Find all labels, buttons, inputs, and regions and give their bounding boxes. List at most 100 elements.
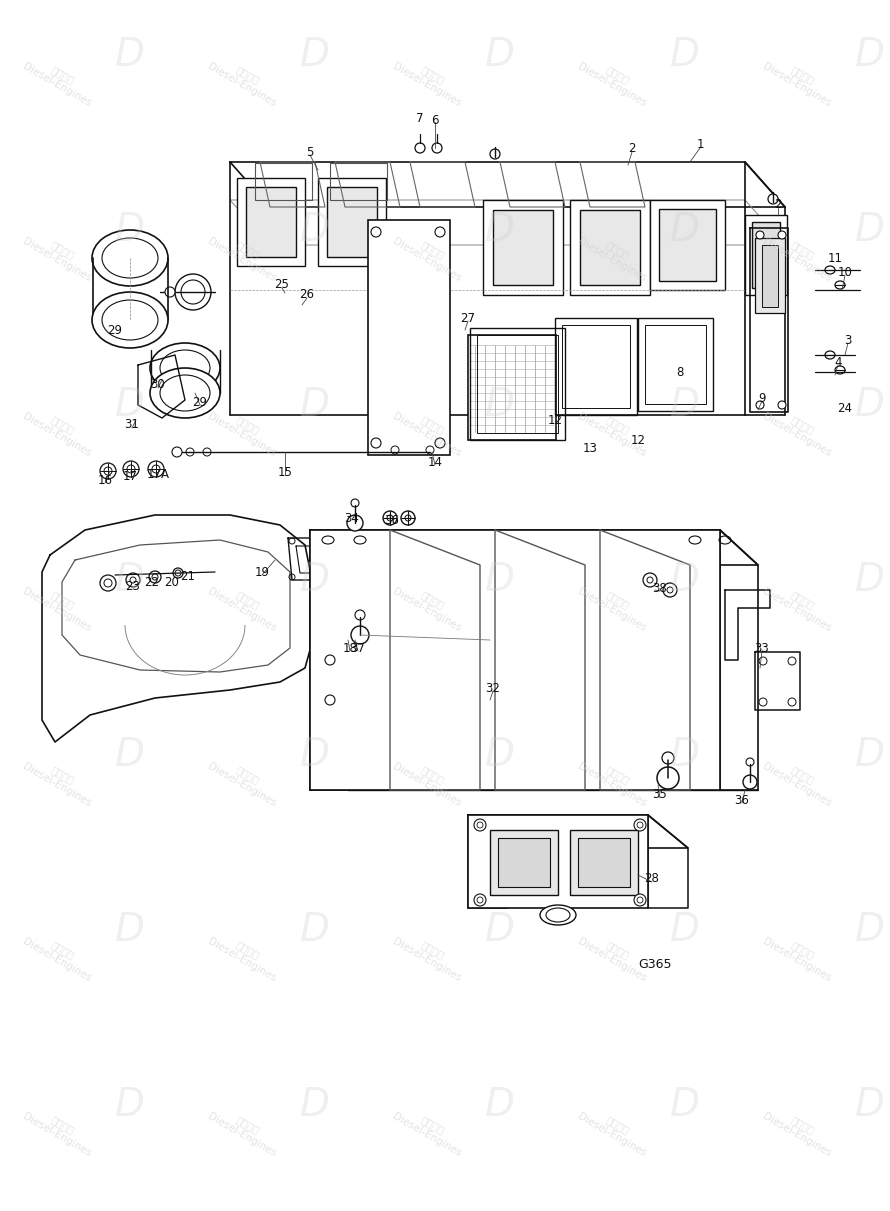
Text: D: D [115, 1086, 145, 1124]
Text: 16: 16 [98, 474, 112, 487]
Text: 34: 34 [344, 511, 360, 524]
Text: 29: 29 [192, 396, 207, 408]
Text: 紫发动力
Diesel-Engines: 紫发动力 Diesel-Engines [391, 226, 469, 283]
Text: 紫发动力
Diesel-Engines: 紫发动力 Diesel-Engines [761, 1101, 839, 1159]
Text: 5: 5 [306, 145, 313, 159]
Bar [555, 318, 637, 415]
Text: 紫发动力
Diesel-Engines: 紫发动力 Diesel-Engines [206, 401, 284, 459]
Text: 14: 14 [427, 455, 442, 469]
Ellipse shape [778, 401, 786, 409]
Ellipse shape [768, 194, 778, 203]
Text: 17: 17 [123, 470, 137, 482]
Bar [468, 335, 556, 440]
Bar [645, 325, 706, 404]
Text: 紫发动力
Diesel-Engines: 紫发动力 Diesel-Engines [761, 226, 839, 283]
Text: 27: 27 [460, 311, 475, 325]
Text: 26: 26 [300, 288, 314, 302]
Bar [752, 222, 780, 288]
Ellipse shape [825, 351, 835, 358]
Text: 2: 2 [774, 199, 781, 212]
Polygon shape [42, 515, 310, 742]
Text: 15: 15 [278, 465, 293, 478]
Bar [580, 210, 640, 285]
Text: 36: 36 [734, 793, 749, 807]
Text: 紫发动力
Diesel-Engines: 紫发动力 Diesel-Engines [21, 401, 99, 459]
Text: 6: 6 [432, 114, 439, 126]
Text: D: D [855, 211, 885, 249]
Ellipse shape [634, 819, 646, 831]
Ellipse shape [540, 905, 576, 925]
Text: 紫发动力
Diesel-Engines: 紫发动力 Diesel-Engines [21, 926, 99, 983]
Text: 紫发动力
Diesel-Engines: 紫发动力 Diesel-Engines [21, 226, 99, 283]
Text: 紫发动力
Diesel-Engines: 紫发动力 Diesel-Engines [391, 1101, 469, 1159]
Text: 9: 9 [758, 391, 765, 404]
Bar [310, 530, 720, 790]
Text: 10: 10 [837, 265, 853, 279]
Ellipse shape [657, 767, 679, 790]
Bar [318, 178, 386, 266]
Text: D: D [485, 561, 515, 599]
Bar [570, 200, 650, 295]
Polygon shape [750, 228, 788, 412]
Bar [745, 216, 787, 295]
Text: 20: 20 [165, 575, 180, 589]
Text: 24: 24 [837, 402, 853, 414]
Text: 紫发动力
Diesel-Engines: 紫发动力 Diesel-Engines [206, 51, 284, 109]
Bar [762, 245, 778, 308]
Text: D: D [855, 36, 885, 74]
Ellipse shape [150, 368, 220, 418]
Ellipse shape [663, 582, 677, 597]
Bar [578, 838, 630, 886]
Text: D: D [300, 386, 330, 424]
Ellipse shape [371, 438, 381, 448]
Text: D: D [485, 911, 515, 949]
Bar [483, 200, 563, 295]
Text: 紫发动力
Diesel-Engines: 紫发动力 Diesel-Engines [21, 751, 99, 809]
Text: D: D [670, 36, 700, 74]
Text: 8: 8 [676, 366, 684, 379]
Text: D: D [670, 1086, 700, 1124]
Bar [237, 178, 305, 266]
Text: D: D [485, 736, 515, 774]
Text: 紫发动力
Diesel-Engines: 紫发动力 Diesel-Engines [391, 401, 469, 459]
Text: 紫发动力
Diesel-Engines: 紫发动力 Diesel-Engines [761, 751, 839, 809]
Ellipse shape [743, 775, 757, 790]
Text: D: D [485, 1086, 515, 1124]
Text: D: D [485, 36, 515, 74]
Text: 3: 3 [845, 333, 852, 346]
Bar [493, 210, 553, 285]
Bar [246, 186, 296, 257]
Text: D: D [300, 911, 330, 949]
Ellipse shape [148, 461, 164, 477]
Text: 1: 1 [696, 138, 704, 151]
Polygon shape [468, 815, 688, 848]
Bar [498, 838, 550, 886]
Bar [650, 200, 725, 289]
Ellipse shape [175, 274, 211, 310]
Text: 紫发动力
Diesel-Engines: 紫发动力 Diesel-Engines [761, 51, 839, 109]
Text: 29: 29 [108, 323, 123, 337]
Text: 37: 37 [351, 642, 366, 654]
Text: 紫发动力
Diesel-Engines: 紫发动力 Diesel-Engines [576, 401, 654, 459]
Ellipse shape [123, 461, 139, 477]
Polygon shape [648, 815, 688, 908]
Bar [470, 328, 565, 440]
Ellipse shape [756, 401, 764, 409]
Text: 12: 12 [547, 413, 562, 426]
Text: 32: 32 [486, 682, 500, 694]
Ellipse shape [835, 281, 845, 289]
Ellipse shape [778, 231, 786, 239]
Ellipse shape [825, 266, 835, 274]
Text: D: D [300, 36, 330, 74]
Text: 25: 25 [274, 279, 289, 292]
Text: 28: 28 [644, 872, 659, 884]
Text: 紫发动力
Diesel-Engines: 紫发动力 Diesel-Engines [206, 576, 284, 633]
Bar [755, 239, 785, 312]
Text: 31: 31 [125, 419, 140, 431]
Ellipse shape [351, 626, 369, 644]
Text: D: D [115, 386, 145, 424]
Text: D: D [855, 911, 885, 949]
Text: D: D [485, 211, 515, 249]
Text: 紫发动力
Diesel-Engines: 紫发动力 Diesel-Engines [576, 51, 654, 109]
Text: 紫发动力
Diesel-Engines: 紫发动力 Diesel-Engines [576, 1101, 654, 1159]
